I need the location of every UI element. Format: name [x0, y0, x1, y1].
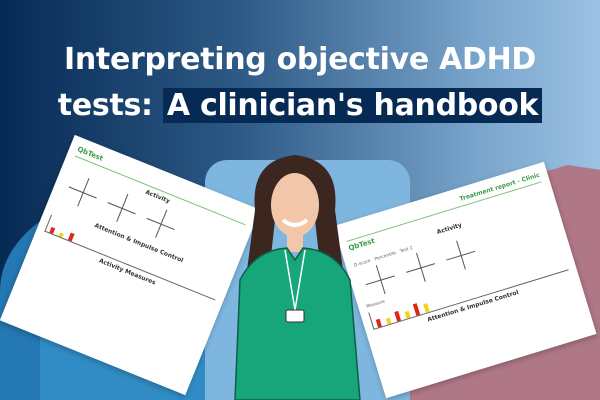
headline-line-1: Interpreting objective ADHD: [63, 42, 537, 77]
smile: [281, 218, 309, 227]
badge: [285, 309, 305, 323]
headline-highlight: A clinician's handbook: [162, 88, 543, 123]
neck: [287, 234, 303, 252]
green-shirt: [234, 247, 361, 400]
face: [271, 173, 319, 237]
headline-prefix: tests:: [57, 88, 153, 123]
clinician-illustration: [234, 155, 361, 400]
crosshair-plot: [442, 236, 479, 273]
headline-line-2: tests: A clinician's handbook: [0, 88, 600, 123]
crosshair-plot: [402, 249, 439, 286]
crosshair-plot: [102, 188, 141, 227]
crosshair-plot: [63, 173, 102, 212]
crosshair-plot: [141, 204, 180, 243]
